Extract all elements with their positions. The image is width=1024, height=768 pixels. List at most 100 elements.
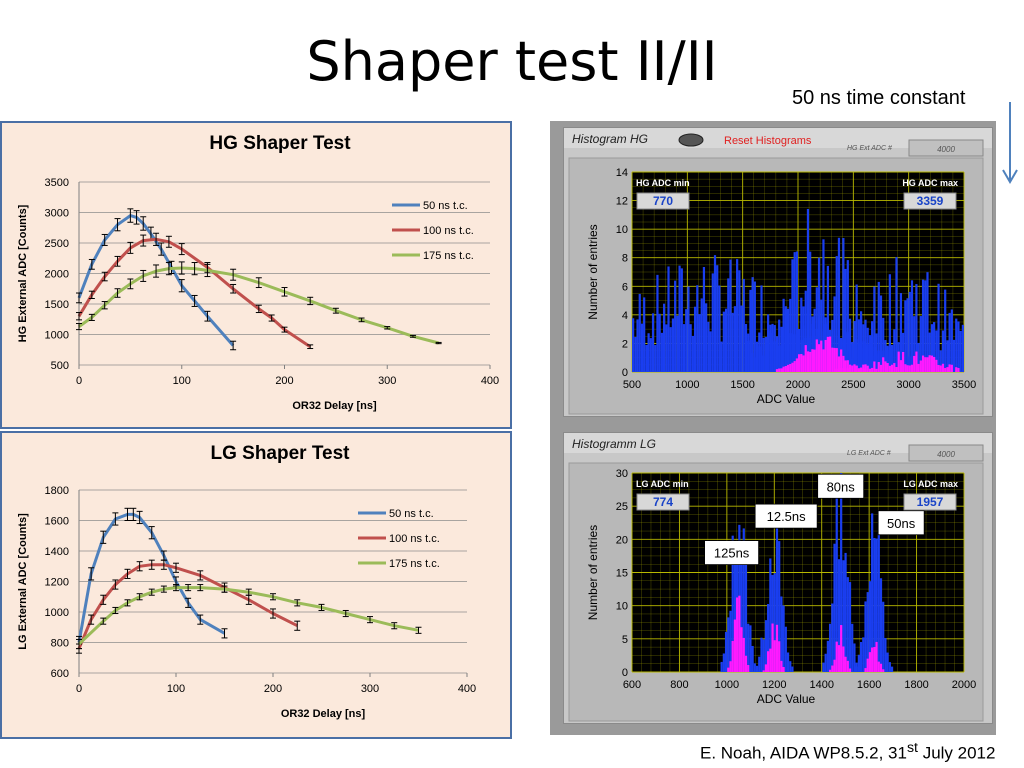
histogram-bar-0 — [709, 331, 712, 372]
histogram-hg-chart: Histogram HG Reset Histograms HG Ext ADC #… — [564, 128, 992, 415]
histogram-bar-0 — [671, 318, 675, 372]
histogram-bar-4 — [875, 368, 878, 372]
histogram-bar-1 — [815, 287, 818, 372]
histogram-bar-0 — [632, 318, 635, 372]
histogram-bar-2 — [928, 332, 931, 372]
histogram-bar-4 — [837, 368, 841, 372]
histogram-bar-3 — [815, 339, 818, 372]
histogram-bar-6 — [842, 646, 845, 672]
histogram-bar-4 — [937, 364, 940, 372]
histogram-bar-2 — [950, 309, 953, 372]
x-tick-label: 1000 — [675, 379, 699, 391]
histogram-bar-5 — [773, 640, 776, 672]
y-axis-label: LG External ADC [Counts] — [17, 513, 29, 650]
histogram-bar-4 — [906, 365, 909, 372]
histogram-bar-2 — [866, 327, 869, 372]
histogram-bar-3 — [822, 349, 825, 372]
histogram-bar-3 — [791, 362, 794, 372]
histogram-bar-2 — [855, 339, 858, 372]
reset-toggle-icon — [678, 133, 704, 147]
histogram-bar-4 — [740, 627, 743, 672]
histogram-bar-4 — [738, 595, 741, 672]
histogram-bar-2 — [941, 330, 945, 372]
x-axis-label: OR32 Delay [ns] — [292, 400, 377, 412]
histogram-bar-4 — [848, 366, 852, 372]
histogram-bar-6 — [844, 656, 847, 672]
histogram-bar-4 — [842, 368, 845, 372]
histogram-bar-1 — [767, 603, 770, 672]
histogram-bar-2 — [822, 662, 825, 672]
y-tick-label: 14 — [616, 167, 628, 179]
panel-header — [564, 128, 992, 148]
histogram-bar-4 — [955, 367, 958, 372]
histogram-bar-4 — [868, 368, 872, 372]
histogram-bar-7 — [873, 646, 876, 672]
histogram-bar-0 — [705, 303, 708, 372]
histogram-bar-1 — [786, 316, 790, 372]
y-tick-label: 2000 — [45, 269, 69, 281]
histogram-bar-0 — [753, 663, 756, 672]
histogram-bar-3 — [775, 369, 779, 372]
histogram-bar-0 — [727, 278, 730, 372]
histogram-bar-4 — [930, 355, 934, 372]
histogram-bar-2 — [842, 339, 845, 372]
series-line-2 — [78, 266, 439, 345]
histogram-bar-0 — [658, 313, 661, 372]
histogram-bar-3 — [842, 355, 845, 372]
histogram-bar-0 — [638, 293, 641, 372]
lg-shaper-panel: LG Shaper Test 600 800 1000 1200 1400 1600 1800… — [0, 431, 512, 739]
legend-label: 50 ns t.c. — [423, 200, 468, 212]
x-tick-label: 0 — [76, 683, 82, 695]
histogram-bar-2 — [877, 281, 880, 372]
x-tick-label: 1000 — [715, 679, 739, 691]
histogram-bar-2 — [868, 347, 872, 372]
histogram-bar-4 — [904, 364, 907, 372]
histogram-bar-1 — [764, 620, 768, 672]
x-tick-label: 3000 — [896, 379, 920, 391]
histogram-bar-6 — [833, 659, 836, 672]
histogram-bar-3 — [800, 354, 803, 372]
histogram-bar-0 — [691, 335, 694, 372]
histogram-bar-3 — [888, 662, 891, 672]
histogram-bar-2 — [930, 324, 934, 372]
histogram-bar-0 — [740, 305, 743, 372]
histogram-bar-4 — [890, 364, 894, 372]
histogram-bar-0 — [713, 255, 717, 372]
histogram-bar-7 — [875, 641, 878, 672]
histogram-bar-2 — [857, 319, 860, 372]
histogram-bar-2 — [879, 295, 883, 372]
histogram-bar-4 — [886, 363, 889, 372]
histogram-bar-0 — [674, 280, 677, 372]
x-tick-label: 1800 — [904, 679, 928, 691]
panel-title: Histogramm LG — [572, 437, 656, 451]
histogram-bar-5 — [767, 651, 770, 672]
histogram-bar-4 — [877, 362, 880, 372]
y-axis-label: HG External ADC [Counts] — [17, 204, 29, 342]
y-tick-label: 5 — [622, 634, 628, 646]
histogram-bar-3 — [859, 641, 863, 672]
histogram-bar-0 — [762, 337, 765, 372]
histogram-bar-4 — [893, 363, 896, 372]
x-tick-label: 3500 — [952, 379, 976, 391]
footer-post: July 2012 — [917, 743, 996, 763]
histogram-bar-0 — [682, 324, 686, 372]
histogram-bar-1 — [817, 257, 821, 372]
histogram-bar-1 — [767, 330, 770, 372]
histogram-bar-0 — [669, 327, 672, 372]
adc-min-label: HG ADC min — [636, 178, 690, 188]
histogram-bar-4 — [727, 667, 730, 672]
y-tick-label: 500 — [51, 360, 69, 372]
histogram-bar-2 — [864, 319, 867, 372]
histogram-bar-2 — [835, 484, 838, 672]
adc-max-box — [903, 493, 957, 511]
histogram-bar-4 — [895, 367, 898, 372]
histogram-bar-3 — [857, 654, 860, 672]
histogram-bar-1 — [791, 666, 794, 672]
histogram-bar-1 — [760, 350, 763, 372]
histogram-bar-1 — [771, 323, 774, 372]
ext-adc-label: HG Ext ADC # — [847, 145, 892, 152]
histogram-bar-1 — [755, 341, 759, 372]
histogram-bar-3 — [840, 349, 843, 372]
histogram-bar-1 — [822, 239, 825, 372]
histogram-bar-4 — [921, 355, 925, 372]
